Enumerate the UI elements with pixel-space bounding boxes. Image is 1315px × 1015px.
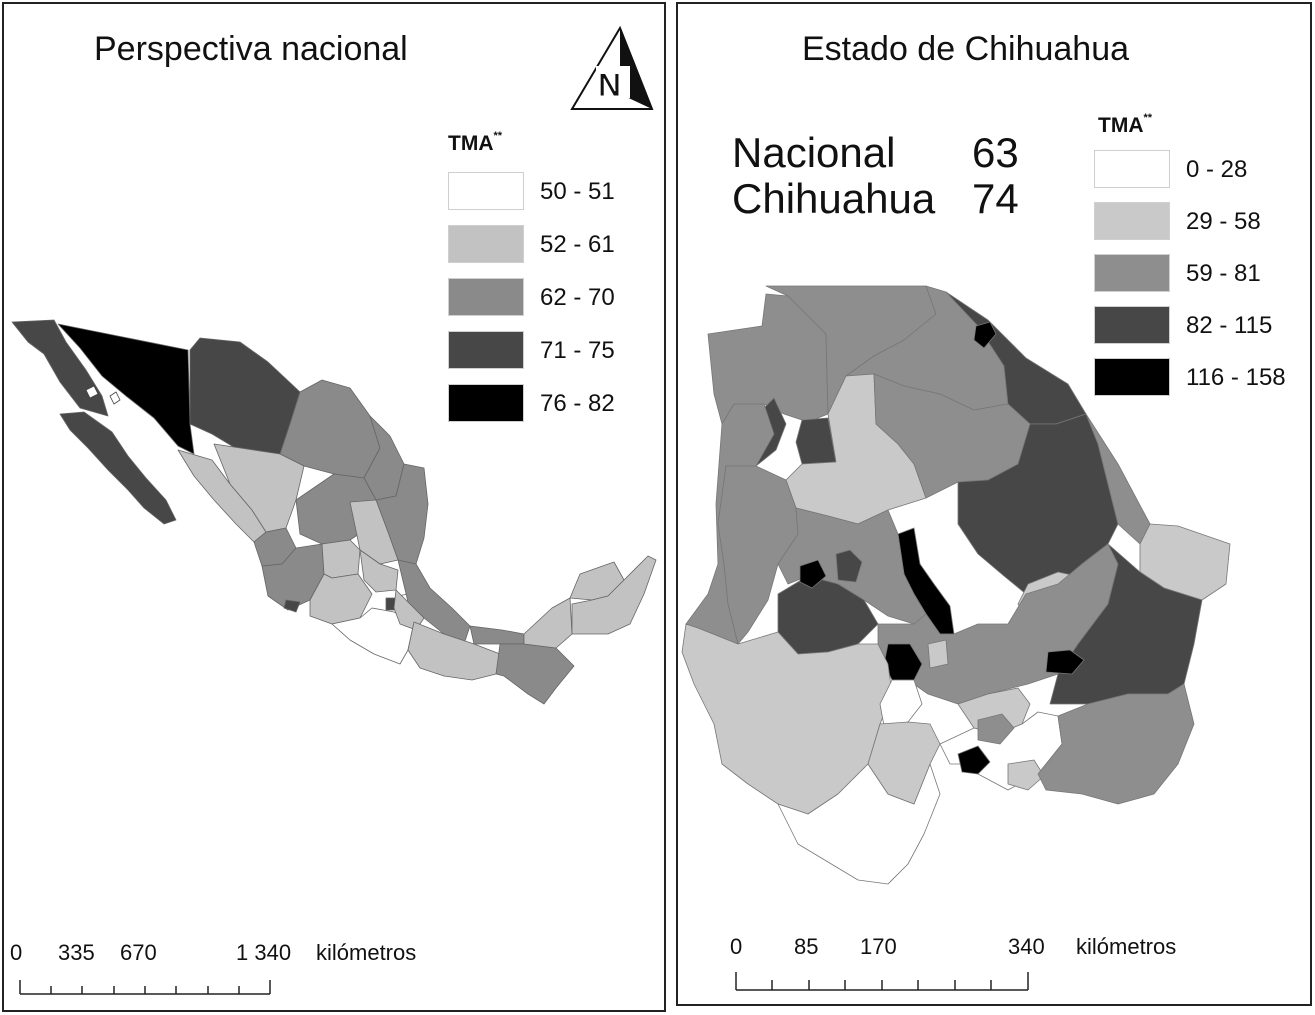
scale-tick-label: 335	[58, 940, 95, 965]
municipality	[777, 763, 941, 885]
chihuahua-map	[681, 285, 1231, 885]
region-michoacan	[309, 573, 373, 625]
stat-name: Chihuahua	[732, 175, 936, 222]
scale-unit-label: kilómetros	[1076, 934, 1177, 959]
legend-class-label: 116 - 158	[1186, 364, 1286, 391]
scale-tick-label: 670	[120, 940, 157, 965]
region-baja-california	[11, 319, 109, 417]
scale-tick-label: 0	[730, 934, 743, 959]
municipality	[973, 321, 997, 349]
legend-class-label: 52 - 61	[540, 231, 615, 258]
chihuahua-map-title: Estado de Chihuahua	[802, 30, 1130, 68]
municipality	[1085, 413, 1151, 545]
municipality	[867, 721, 941, 805]
national-map-panel: Perspectiva nacional N	[2, 2, 666, 1012]
municipality	[1037, 683, 1195, 805]
stat-value: 74	[972, 175, 1019, 222]
legend-swatch	[1094, 202, 1170, 240]
legend-swatch	[1094, 306, 1170, 344]
scale-tick-label: 340	[1008, 934, 1045, 959]
stat-name: Nacional	[732, 129, 896, 176]
scale-tick-label: 1 340	[236, 940, 292, 965]
legend-swatch	[448, 278, 524, 316]
scale-bar-graphic	[735, 972, 1029, 991]
legend-swatch	[448, 384, 524, 422]
chihuahua-map-panel: Estado de Chihuahua Nacional 63 Chihuahu…	[676, 2, 1312, 1006]
legend-class-label: 59 - 81	[1186, 260, 1261, 287]
stat-value: 63	[972, 129, 1019, 176]
municipality	[799, 559, 827, 589]
legend-swatch	[448, 331, 524, 369]
region-quintana-roo	[571, 555, 657, 635]
stat-row-national: Nacional 63	[732, 130, 1052, 176]
chihuahua-legend-title: TMA**	[1098, 112, 1153, 137]
region-colima	[283, 599, 301, 613]
region-sonora	[57, 323, 195, 455]
mexico-map	[11, 319, 657, 705]
municipality	[927, 639, 949, 669]
legend-swatch	[1094, 254, 1170, 292]
region-chiapas	[495, 643, 575, 705]
legend-swatch	[448, 225, 524, 263]
region-campeche	[523, 597, 573, 649]
scale-bar-graphic	[19, 980, 271, 995]
municipality	[957, 745, 991, 775]
region-baja-california-sur	[59, 411, 177, 525]
chihuahua-scale-bar: 0 85 170 340 kilómetros	[678, 928, 1314, 998]
region-chihuahua	[189, 337, 301, 455]
scale-unit-label: kilómetros	[316, 940, 417, 965]
legend-class-label: 29 - 58	[1186, 208, 1261, 235]
legend-class-label: 71 - 75	[540, 337, 615, 364]
municipality	[835, 549, 863, 583]
region-guanajuato	[321, 539, 361, 579]
scale-tick-label: 85	[794, 934, 819, 959]
legend-swatch	[448, 172, 524, 210]
legend-class-label: 76 - 82	[540, 390, 615, 417]
region-tabasco	[469, 625, 525, 645]
national-map-title: Perspectiva nacional	[94, 30, 408, 68]
municipality	[717, 465, 799, 645]
legend-class-label: 50 - 51	[540, 178, 615, 205]
legend-class-label: 0 - 28	[1186, 156, 1248, 183]
legend-class-label: 82 - 115	[1186, 312, 1273, 339]
legend-swatch	[1094, 150, 1170, 188]
legend-swatch	[1094, 358, 1170, 396]
scale-tick-label: 0	[10, 940, 23, 965]
scale-tick-label: 170	[860, 934, 897, 959]
municipality	[977, 713, 1015, 745]
north-arrow-icon: N	[570, 25, 654, 110]
svg-text:N: N	[598, 67, 621, 103]
rate-comparison: Nacional 63 Chihuahua 74	[732, 130, 1052, 222]
legend-class-label: 62 - 70	[540, 284, 615, 311]
national-legend-title: TMA**	[448, 130, 503, 155]
municipality	[1007, 759, 1045, 791]
stat-row-chihuahua: Chihuahua 74	[732, 176, 1052, 222]
municipality	[1045, 649, 1085, 675]
national-scale-bar: 0 335 670 1 340 kilómetros	[4, 934, 668, 1004]
